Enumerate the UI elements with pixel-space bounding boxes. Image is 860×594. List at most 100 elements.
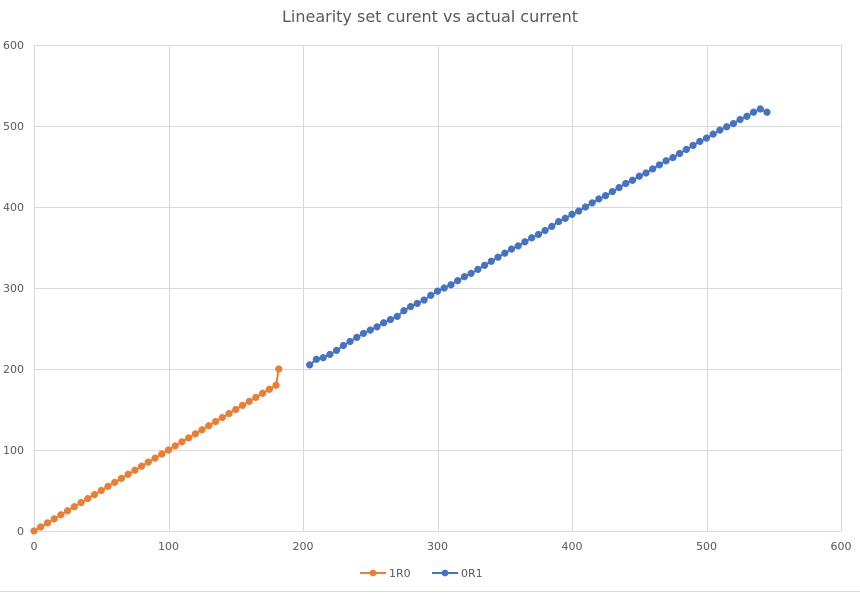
data-point	[608, 187, 617, 196]
data-point	[43, 519, 52, 527]
data-point	[373, 323, 381, 331]
data-point	[198, 426, 206, 434]
data-point	[521, 238, 529, 246]
data-point	[232, 405, 240, 414]
data-point	[353, 333, 361, 342]
data-point	[447, 281, 455, 289]
data-point	[346, 337, 354, 346]
data-point	[339, 341, 348, 350]
data-point	[70, 503, 78, 511]
legend-item: 1R0	[360, 567, 411, 580]
data-point	[50, 515, 58, 523]
data-point	[185, 434, 193, 442]
data-point	[581, 203, 590, 211]
legend-label: 0R1	[461, 567, 483, 580]
data-point	[554, 217, 563, 226]
chart-title: Linearity set curent vs actual current	[281, 7, 578, 26]
series-1R0	[30, 365, 283, 535]
y-tick-label: 600	[3, 39, 24, 52]
x-tick-label: 300	[427, 540, 448, 553]
x-tick-label: 500	[696, 540, 717, 553]
data-point	[440, 284, 448, 292]
data-point	[628, 176, 637, 184]
data-point	[178, 438, 186, 446]
data-point	[716, 126, 724, 134]
series-0R1	[306, 105, 771, 369]
data-point	[501, 249, 509, 257]
data-point	[117, 474, 126, 483]
data-point	[642, 169, 650, 177]
data-point	[467, 269, 475, 278]
data-point	[649, 165, 657, 173]
data-point	[723, 123, 731, 131]
data-point	[743, 112, 751, 120]
data-point	[205, 422, 213, 430]
data-point	[386, 315, 395, 324]
x-tick-label: 600	[831, 540, 852, 553]
data-point	[319, 354, 327, 362]
data-point	[622, 179, 630, 188]
data-point	[171, 442, 179, 450]
y-tick-label: 300	[3, 282, 24, 295]
data-point	[575, 207, 583, 215]
legend-item: 0R1	[432, 567, 483, 580]
data-point	[696, 137, 704, 146]
data-point	[635, 172, 643, 180]
data-point	[561, 214, 569, 222]
y-tick-label: 200	[3, 363, 24, 376]
data-point	[729, 119, 738, 128]
data-point	[158, 450, 166, 458]
frame-bottom-border	[0, 591, 860, 592]
y-tick-label: 500	[3, 120, 24, 133]
data-point	[514, 242, 522, 250]
data-point	[111, 478, 119, 487]
data-point	[595, 195, 603, 203]
data-point	[57, 511, 65, 519]
data-point	[326, 350, 334, 359]
data-point	[534, 230, 543, 239]
data-point	[420, 296, 428, 304]
data-point	[736, 115, 744, 124]
y-tick-label: 0	[17, 525, 24, 538]
data-point	[454, 277, 462, 285]
data-point	[90, 490, 99, 499]
data-point	[756, 105, 764, 113]
data-point	[380, 319, 388, 327]
y-tick-label: 400	[3, 201, 24, 214]
data-point	[104, 482, 112, 491]
data-point	[238, 401, 247, 410]
data-point	[312, 355, 321, 363]
data-point	[332, 346, 341, 355]
data-point	[164, 446, 173, 454]
data-point	[474, 265, 482, 274]
data-point	[433, 287, 442, 295]
x-tick-label: 100	[158, 540, 179, 553]
data-point	[191, 430, 200, 438]
data-point	[669, 153, 677, 162]
data-point	[487, 257, 495, 265]
data-point	[359, 329, 368, 338]
data-point	[258, 389, 267, 397]
legend-label: 1R0	[389, 567, 411, 580]
x-tick-label: 0	[31, 540, 38, 553]
data-point	[507, 245, 516, 253]
data-point	[37, 523, 45, 531]
data-point	[413, 299, 421, 308]
data-point	[763, 108, 771, 116]
data-point	[225, 409, 233, 418]
data-point	[601, 192, 610, 200]
data-point	[655, 161, 664, 169]
data-point	[682, 145, 690, 154]
data-point	[541, 226, 549, 235]
data-point	[675, 149, 684, 158]
tick-labels: 0 100 200 300 400 500 600 0 100 200 300 400 500 600	[3, 39, 852, 553]
data-point	[427, 291, 435, 299]
data-point	[460, 273, 469, 281]
data-point	[245, 397, 253, 406]
data-point	[702, 134, 711, 142]
data-point	[568, 210, 576, 218]
data-point	[84, 494, 92, 503]
data-point	[124, 470, 132, 478]
data-point	[252, 393, 260, 402]
